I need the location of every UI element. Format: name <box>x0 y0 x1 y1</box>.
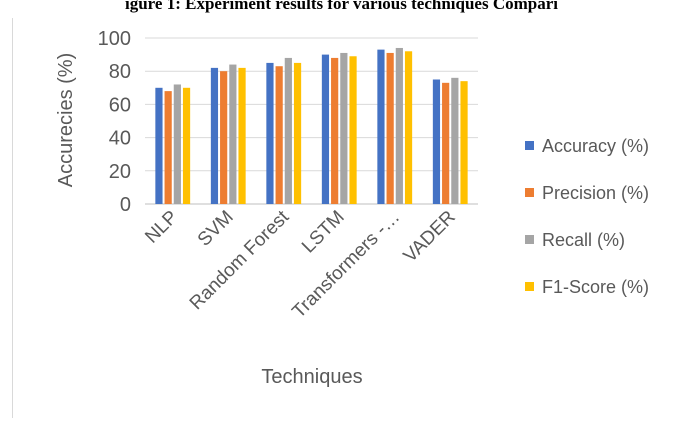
bar-f1-score-random-forest <box>293 62 302 205</box>
bar-accuracy-svm <box>210 67 219 204</box>
bar-f1-score-svm <box>238 67 246 204</box>
x-tick-label: SVM <box>194 207 238 251</box>
figure-caption: igure 1: Experiment results for various … <box>124 0 558 13</box>
bar-recall-lstm <box>340 52 348 204</box>
bar-recall-svm <box>229 64 237 204</box>
legend: Accuracy (%) Precision (%) Recall (%) F1-Sc… <box>525 136 649 297</box>
bar-f1-score-lstm <box>349 56 357 205</box>
bar-accuracy-nlp <box>155 87 163 204</box>
legend-label: Accuracy (%) <box>542 136 649 156</box>
bar-recall-nlp <box>173 84 181 204</box>
bar-precision-random-forest <box>275 66 283 204</box>
bar-accuracy-transformers <box>377 49 385 205</box>
y-axis-label: Accurecies (%) <box>55 53 77 187</box>
bar-accuracy-lstm <box>321 54 330 204</box>
bar-precision-lstm <box>331 57 339 204</box>
bar-f1-score-transformers <box>404 51 413 204</box>
bar-f1-score-nlp <box>182 87 191 204</box>
bar-accuracy-vader <box>432 79 441 204</box>
bars <box>155 47 468 205</box>
y-tick-label: 100 <box>98 28 131 50</box>
legend-label: Precision (%) <box>542 183 649 203</box>
bar-recall-transformers <box>395 47 403 205</box>
x-tick-label: LSTM <box>298 207 349 258</box>
y-tick-label: 0 <box>120 194 131 216</box>
y-tick-label: 60 <box>109 94 131 116</box>
bar-precision-transformers <box>386 52 394 204</box>
legend-swatch <box>525 282 534 291</box>
bar-precision-vader <box>442 82 450 204</box>
bar-f1-score-vader <box>460 81 468 204</box>
x-tick-label: Transformers -… <box>288 207 404 323</box>
legend-label: Recall (%) <box>542 230 625 250</box>
x-tick-label: NLP <box>141 207 182 248</box>
y-tick-labels: 0 20 40 60 80 100 <box>98 28 131 216</box>
bar-recall-random-forest <box>284 57 292 204</box>
bar-accuracy-random-forest <box>266 62 274 205</box>
legend-swatch <box>525 188 534 197</box>
x-tick-label: VADER <box>400 207 460 267</box>
legend-label: F1-Score (%) <box>542 277 649 297</box>
bar-precision-svm <box>220 71 228 204</box>
x-tick-label: Random Forest <box>186 206 294 314</box>
bar-recall-vader <box>451 77 459 204</box>
bar-precision-nlp <box>164 91 172 204</box>
chart-border <box>12 18 13 418</box>
x-axis-label: Techniques <box>261 366 362 388</box>
legend-swatch <box>525 141 534 150</box>
legend-swatch <box>525 235 534 244</box>
y-tick-label: 40 <box>109 128 131 150</box>
y-tick-label: 80 <box>109 61 131 83</box>
y-tick-label: 20 <box>109 161 131 183</box>
gridlines <box>145 37 478 205</box>
